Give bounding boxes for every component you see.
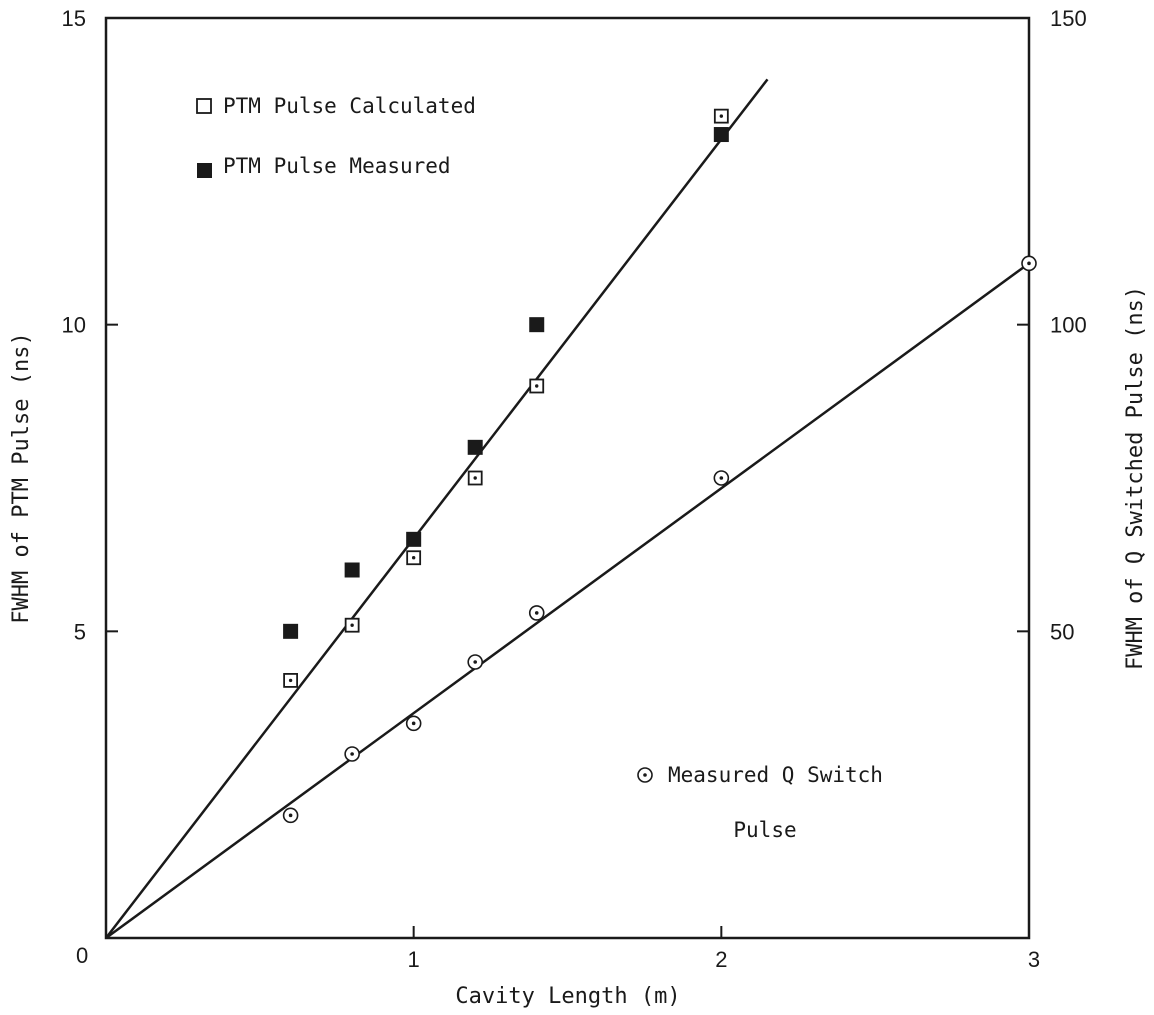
q-switch-point-dot — [473, 660, 478, 664]
annotation-line-2: Pulse — [733, 818, 796, 842]
measured-ptm-point — [406, 531, 422, 547]
fit-lines-layer — [105, 78, 1030, 940]
y-left-tick-label: 15 — [62, 6, 86, 31]
ptm-fit-line — [105, 78, 769, 939]
calculated-ptm-point-dot — [288, 678, 293, 683]
plot-frame — [104, 16, 1031, 940]
legend-label-measured: PTM Pulse Measured — [223, 154, 451, 178]
x-axis-title: Cavity Length (m) — [455, 984, 680, 1009]
measured-ptm-point — [529, 317, 545, 333]
y-axis-title-right: FWHM of Q Switched Pulse (ns) — [1123, 286, 1148, 670]
legend-marker-calculated — [196, 98, 212, 114]
annotation-line-1: Measured Q Switch — [668, 763, 883, 787]
measured-ptm-point — [344, 562, 360, 578]
y-left-tick-label: 5 — [74, 619, 86, 644]
data-marks-layer — [282, 108, 1037, 824]
y-right-tick-label: 100 — [1050, 313, 1087, 338]
q-switch-point-dot — [1027, 261, 1031, 266]
calculated-ptm-point-dot — [473, 476, 477, 480]
y-right-tick-label: 150 — [1050, 6, 1087, 31]
q-switch-point-dot — [411, 721, 416, 726]
legend-marker-measured — [197, 163, 212, 178]
ticks-layer: 1 2 3 5 10 15 50 100 150 — [62, 6, 1087, 972]
measured-ptm-point — [283, 623, 299, 639]
annotation-marker-dot — [643, 773, 647, 777]
calculated-ptm-point-dot — [719, 114, 724, 118]
calculated-ptm-point-dot — [350, 623, 354, 627]
calculated-ptm-point-dot — [411, 556, 416, 560]
x-tick-label: 1 — [408, 947, 420, 972]
y-right-tick-label: 50 — [1050, 619, 1074, 644]
x-tick-label: 3 — [1028, 947, 1040, 972]
origin-tick-label: 0 — [76, 943, 88, 968]
q-switch-point-dot — [350, 752, 354, 756]
q-switch-annotation: Measured Q Switch Pulse — [637, 763, 883, 842]
q-switch-fit-line — [105, 262, 1030, 940]
q-switch-point-dot — [288, 813, 293, 818]
measured-ptm-point — [467, 439, 483, 455]
legend-label-calculated: PTM Pulse Calculated — [223, 94, 476, 118]
legend: PTM Pulse Calculated PTM Pulse Measured — [196, 94, 476, 178]
q-switch-point-dot — [719, 476, 724, 480]
y-axis-title-left: FWHM of PTM Pulse (ns) — [9, 332, 34, 623]
x-tick-label: 2 — [715, 947, 727, 972]
y-left-tick-label: 10 — [62, 313, 86, 338]
measured-ptm-point — [713, 127, 729, 143]
calculated-ptm-point-dot — [535, 384, 539, 388]
q-switch-point-dot — [534, 611, 539, 615]
